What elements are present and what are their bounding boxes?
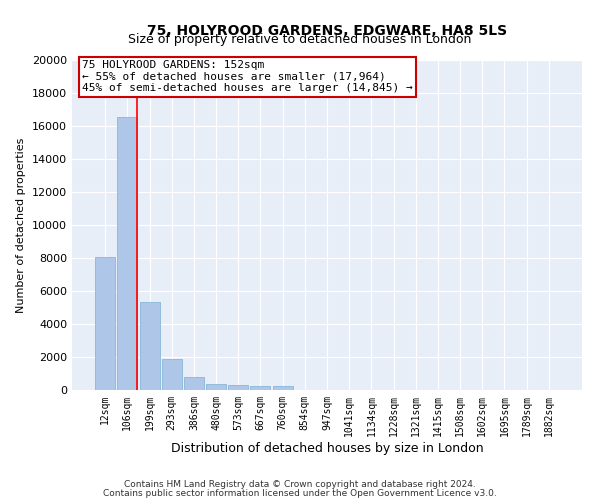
Y-axis label: Number of detached properties: Number of detached properties: [16, 138, 26, 312]
Bar: [162, 360, 182, 390]
X-axis label: Distribution of detached houses by size in London: Distribution of detached houses by size …: [170, 442, 484, 454]
Text: Contains HM Land Registry data © Crown copyright and database right 2024.: Contains HM Land Registry data © Crown c…: [124, 480, 476, 489]
Bar: [228, 385, 248, 390]
Bar: [272, 386, 293, 390]
Text: Size of property relative to detached houses in London: Size of property relative to detached ho…: [128, 32, 472, 46]
Bar: [95, 257, 115, 390]
Bar: [184, 377, 204, 390]
Title: 75, HOLYROOD GARDENS, EDGWARE, HA8 5LS: 75, HOLYROOD GARDENS, EDGWARE, HA8 5LS: [147, 24, 507, 38]
Bar: [206, 384, 226, 390]
Bar: [140, 302, 160, 390]
Bar: [250, 386, 271, 390]
Text: 75 HOLYROOD GARDENS: 152sqm
← 55% of detached houses are smaller (17,964)
45% of: 75 HOLYROOD GARDENS: 152sqm ← 55% of det…: [82, 60, 413, 93]
Text: Contains public sector information licensed under the Open Government Licence v3: Contains public sector information licen…: [103, 488, 497, 498]
Bar: [118, 117, 137, 390]
